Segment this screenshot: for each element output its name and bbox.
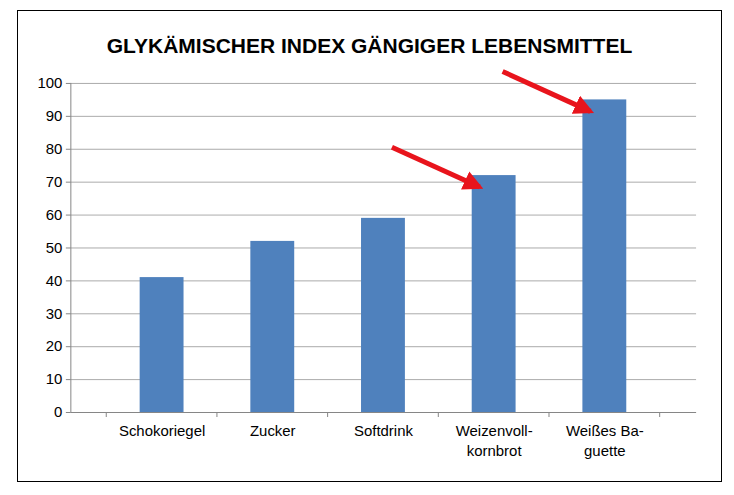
svg-text:Zucker: Zucker — [250, 422, 296, 439]
svg-text:60: 60 — [46, 206, 63, 223]
svg-text:20: 20 — [46, 337, 63, 354]
svg-text:70: 70 — [46, 173, 63, 190]
svg-text:Softdrink: Softdrink — [354, 422, 413, 439]
svg-text:10: 10 — [46, 370, 63, 387]
svg-text:90: 90 — [46, 107, 63, 124]
svg-text:0: 0 — [54, 403, 62, 420]
html-text:GLYKÄMISCHER INDEX GÄNGIGER LE: GLYKÄMISCHER INDEX GÄNGIGER LEBENSMITTEL — [106, 34, 633, 57]
svg-text:Weizenvoll-kornbrot: Weizenvoll-kornbrot — [456, 422, 533, 458]
svg-text:Schokoriegel: Schokoriegel — [119, 422, 205, 439]
svg-text:30: 30 — [46, 305, 63, 322]
svg-text:Weißes Ba-guette: Weißes Ba-guette — [566, 422, 644, 458]
svg-text:100: 100 — [37, 74, 62, 91]
svg-text:40: 40 — [46, 272, 63, 289]
svg-text:80: 80 — [46, 140, 63, 157]
svg-text:50: 50 — [46, 239, 63, 256]
